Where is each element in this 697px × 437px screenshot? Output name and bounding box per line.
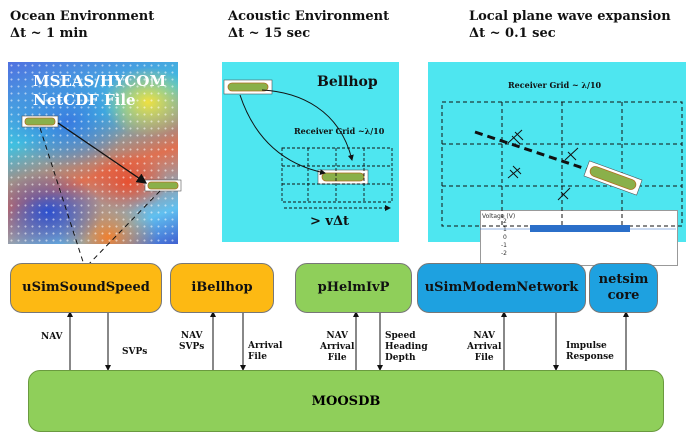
local-receiver-grid <box>441 101 683 227</box>
flow-ph-out: Speed Heading Depth <box>385 331 428 364</box>
ocean-track-arrow <box>57 122 148 184</box>
flow-ph-depth: Depth <box>385 353 416 363</box>
header-local-title: Local plane wave expansion <box>469 9 671 24</box>
flow-bh-svps-text: SVPs <box>179 342 205 352</box>
dashed-link-a <box>39 127 86 269</box>
voltage-inset-plot: Voltage (V) 2 1 0 -1 -2 <box>480 210 678 266</box>
ray-arrow-2 <box>239 94 326 175</box>
plane-wave-front <box>474 130 596 174</box>
header-local: Local plane wave expansion Δt ~ 0.1 sec <box>469 8 671 42</box>
ocean-panel-label: MSEAS/HYCOM NetCDF File <box>33 72 166 110</box>
header-local-dt: Δt ~ 0.1 sec <box>469 26 556 41</box>
ocean-vehicle-a <box>21 115 59 128</box>
voltage-signal-trace <box>480 225 676 232</box>
bellhop-title: Bellhop <box>317 74 378 90</box>
module-ibellhop-label: iBellhop <box>191 280 253 295</box>
acoustic-vehicle-receiver <box>317 169 369 185</box>
flow-bh-nav-text: NAV <box>180 331 203 341</box>
flow-um-arrival-2: File <box>474 353 494 363</box>
ocean-map-panel: MSEAS/HYCOM NetCDF File <box>8 62 178 244</box>
header-acoustic-dt: Δt ~ 15 sec <box>228 26 311 41</box>
ocean-vector-field <box>8 62 178 244</box>
local-receiver-grid-label: Receiver Grid ~ λ/10 <box>508 80 602 90</box>
flow-um-in: NAV Arrival File <box>467 331 501 364</box>
acoustic-vehicle-source <box>223 79 273 95</box>
acoustic-span-label: > vΔt <box>310 214 350 229</box>
flow-ns-response: Response <box>566 352 614 362</box>
flow-ph-arrival-1: Arrival <box>320 342 355 352</box>
local-vehicle <box>583 160 643 196</box>
flow-ph-in: NAV Arrival File <box>320 331 354 364</box>
module-ibellhop[interactable]: iBellhop <box>170 263 274 313</box>
ocean-label-line2: NetCDF File <box>33 91 136 109</box>
inset-tick-1: 1 <box>503 226 507 233</box>
flow-ph-speed: Speed <box>385 331 416 341</box>
moosdb-bus[interactable]: MOOSDB <box>28 370 664 432</box>
module-usimsoundspeed[interactable]: uSimSoundSpeed <box>10 263 162 313</box>
flow-ph-arrival-2: File <box>327 353 347 363</box>
inset-tick-2: 0 <box>503 234 507 241</box>
ocean-label-line1: MSEAS/HYCOM <box>33 72 167 90</box>
module-phelmivp-label: pHelmIvP <box>317 280 390 295</box>
flow-arrows <box>67 311 629 371</box>
flow-ph-nav: NAV <box>326 331 348 341</box>
header-ocean-dt: Δt ~ 1 min <box>10 26 88 41</box>
ocean-vehicle-b <box>144 179 182 192</box>
acoustic-receiver-grid-label: Receiver Grid ~λ/10 <box>294 126 385 136</box>
module-netsim-label-1: netsim <box>598 272 649 287</box>
inset-tick-3: -1 <box>501 242 507 249</box>
module-netsim-label-2: core <box>607 288 640 303</box>
wave-arrow-symbols <box>507 129 579 201</box>
header-ocean: Ocean Environment Δt ~ 1 min <box>10 8 154 42</box>
inset-ylabel: Voltage (V) <box>482 213 516 220</box>
flow-ns-out: Impulse Response <box>566 341 614 363</box>
flow-bh-arrival-1: Arrival <box>248 341 283 351</box>
acoustic-receiver-grid <box>281 147 393 203</box>
module-usimsoundspeed-label: uSimSoundSpeed <box>22 280 150 295</box>
flow-sss-nav: NAV <box>41 332 63 342</box>
module-netsim-core[interactable]: netsim core <box>589 263 658 313</box>
local-wave-panel: Receiver Grid ~ λ/10 Voltage (V) 2 1 0 -… <box>428 62 686 266</box>
header-acoustic: Acoustic Environment Δt ~ 15 sec <box>228 8 389 42</box>
flow-ph-heading: Heading <box>385 342 428 352</box>
flow-um-nav: NAV <box>473 331 495 341</box>
flow-bh-arrival-2: File <box>248 352 267 362</box>
inset-tick-4: -2 <box>501 250 507 257</box>
flow-bh-arrival: Arrival File <box>248 341 282 363</box>
header-ocean-title: Ocean Environment <box>10 9 155 24</box>
dashed-link-b <box>84 190 161 269</box>
header-acoustic-title: Acoustic Environment <box>228 9 390 24</box>
flow-bh-nav: NAV SVPs <box>179 331 204 353</box>
moosdb-label: MOOSDB <box>311 393 381 409</box>
module-phelmivp[interactable]: pHelmIvP <box>295 263 412 313</box>
flow-sss-svps: SVPs <box>122 347 148 357</box>
module-usimmodemnetwork-label: uSimModemNetwork <box>424 280 579 295</box>
flow-um-arrival-1: Arrival <box>467 342 502 352</box>
inset-tick-0: 2 <box>503 218 507 225</box>
ray-arrow-1 <box>261 89 354 161</box>
module-usimmodemnetwork[interactable]: uSimModemNetwork <box>417 263 586 313</box>
flow-ns-impulse: Impulse <box>566 341 607 351</box>
